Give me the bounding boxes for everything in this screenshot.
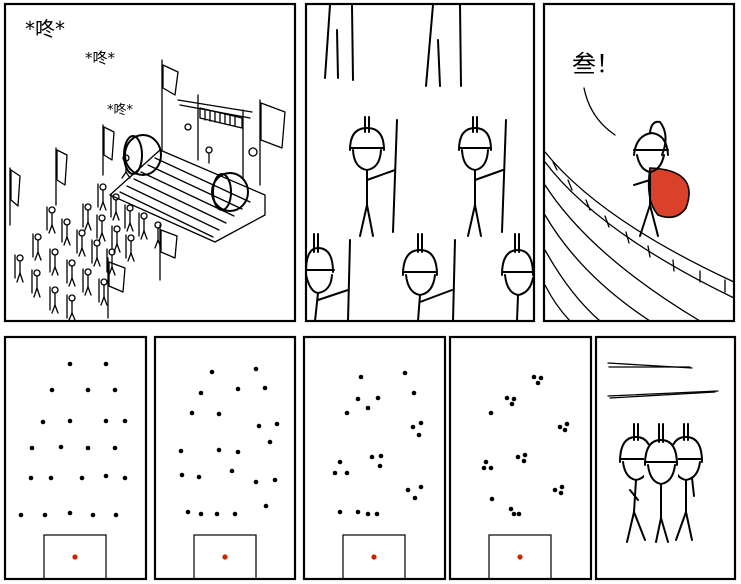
- soldier-bottom-left: [305, 233, 351, 322]
- panel-7-formation: [448, 335, 593, 581]
- commander-marker: [371, 554, 377, 560]
- gate-box: [488, 534, 552, 580]
- soldier-middle-right: [458, 116, 507, 237]
- commander-marker: [72, 554, 78, 560]
- general-figure: [633, 120, 690, 237]
- panel-4-formation: [3, 335, 148, 581]
- soldier-trio-right: [669, 423, 703, 541]
- formation-dots: [481, 374, 570, 517]
- drummer-figure: [121, 146, 213, 179]
- formation-dots: [178, 366, 280, 517]
- panel-5-formation: [153, 335, 297, 581]
- sfx-drum-large: *咚*: [25, 17, 65, 41]
- soldier-legs-top: [324, 4, 462, 87]
- sfx-drum-small: *咚*: [107, 102, 134, 118]
- city-wall: [544, 151, 735, 322]
- commander-marker: [222, 554, 228, 560]
- commander-marker: [517, 554, 523, 560]
- army-soldiers: [14, 183, 162, 321]
- gate-box: [342, 534, 406, 580]
- sfx-three: 叁！: [572, 50, 620, 78]
- gate-box: [193, 534, 257, 580]
- banners: [9, 59, 286, 319]
- panel-6-formation: [302, 335, 447, 581]
- city-gate: [177, 94, 258, 179]
- formation-dots: [18, 361, 128, 518]
- soldier-middle-left: [349, 116, 398, 237]
- panel-3-general: 叁！: [542, 2, 736, 323]
- speech-tail: [583, 87, 616, 136]
- soldier-bottom-center: [402, 233, 456, 322]
- sfx-drum-medium: *咚*: [85, 49, 116, 67]
- panel-2-soldiers: [304, 2, 536, 323]
- panel-8-trio: [594, 335, 737, 581]
- soldier-trio-center: [644, 423, 678, 543]
- stairs: [109, 149, 266, 243]
- panel-1-drums: *咚* *咚* *咚*: [3, 2, 297, 323]
- soldier-bottom-right: [501, 233, 534, 322]
- spear-lines: [607, 362, 719, 399]
- gate-box: [43, 534, 107, 580]
- formation-dots: [332, 370, 424, 517]
